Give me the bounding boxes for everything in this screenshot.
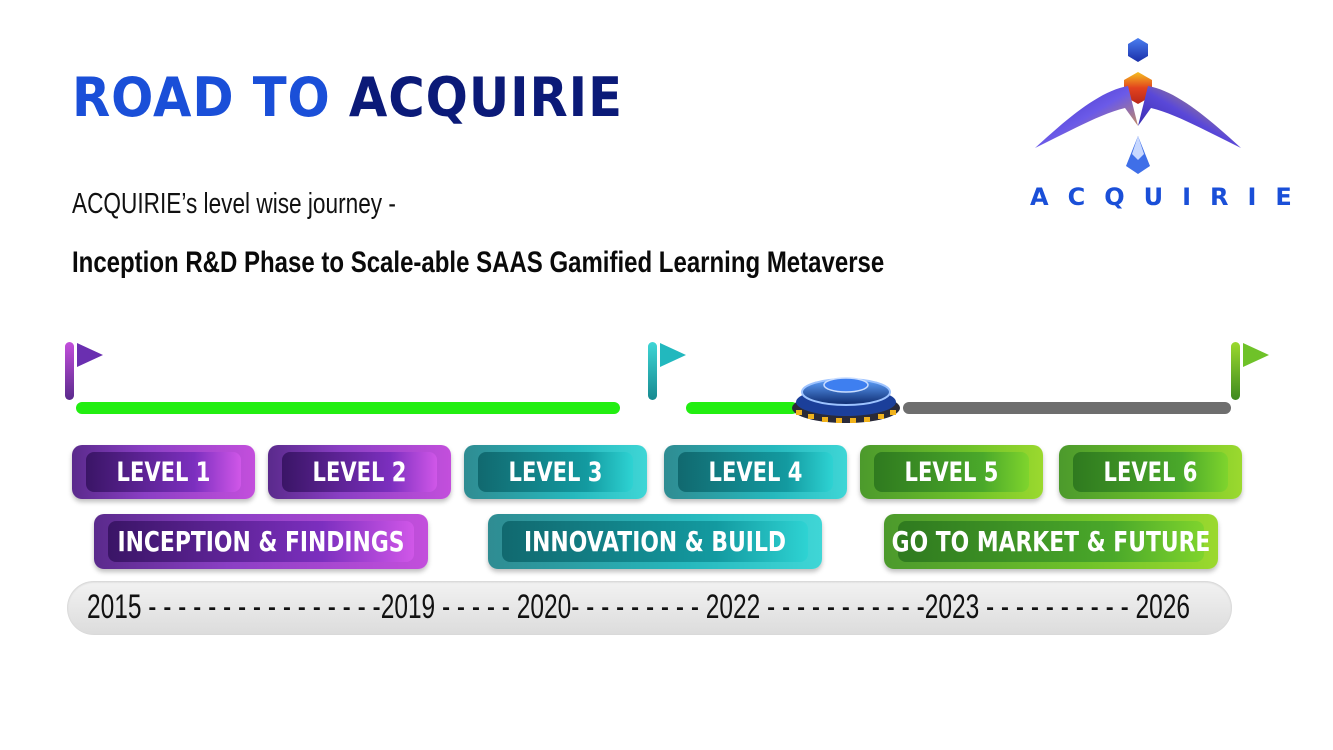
level-4-label: LEVEL 4 xyxy=(708,456,803,488)
level-6-label: LEVEL 6 xyxy=(1103,456,1198,488)
phase-innovation-label: INNOVATION & BUILD xyxy=(524,525,786,558)
level-3-label: LEVEL 3 xyxy=(508,456,603,488)
bird-emblem-icon xyxy=(1035,38,1241,174)
year-strip-text: 2015 - - - - - - - - - - - - - - - -2019… xyxy=(87,588,1190,626)
completed-progress-bar-2 xyxy=(686,402,798,414)
level-3-pill: LEVEL 3 xyxy=(464,445,647,499)
title-part-1: ROAD TO xyxy=(72,66,331,129)
year-strip: 2015 - - - - - - - - - - - - - - - -2019… xyxy=(67,581,1232,635)
phase-inception-pill: INCEPTION & FINDINGS xyxy=(94,514,428,569)
level-6-pill: LEVEL 6 xyxy=(1059,445,1242,499)
subtitle: ACQUIRIE’s level wise journey - xyxy=(72,188,396,220)
teal-flag-icon xyxy=(660,343,686,367)
phase-inception-label: INCEPTION & FINDINGS xyxy=(117,525,405,558)
level-4-pill: LEVEL 4 xyxy=(664,445,847,499)
level-1-label: LEVEL 1 xyxy=(116,456,211,488)
title-part-2: ACQUIRIE xyxy=(348,66,623,129)
platform-marker-icon xyxy=(792,377,900,423)
level-2-label: LEVEL 2 xyxy=(312,456,407,488)
completed-progress-bar-1 xyxy=(76,402,620,414)
pending-progress-bar xyxy=(903,402,1231,414)
page-title: ROAD TO ACQUIRIE xyxy=(72,66,623,129)
green-flag-icon xyxy=(1243,343,1269,367)
logo-wordmark: ACQUIRIE xyxy=(1030,183,1311,211)
level-5-label: LEVEL 5 xyxy=(904,456,999,488)
phase-market-label: GO TO MARKET & FUTURE xyxy=(891,525,1211,558)
level-5-pill: LEVEL 5 xyxy=(860,445,1043,499)
purple-flag-icon xyxy=(77,343,103,367)
purple-flag-pole xyxy=(65,342,74,400)
teal-flag-pole xyxy=(648,342,657,400)
phase-market-pill: GO TO MARKET & FUTURE xyxy=(884,514,1218,569)
level-1-pill: LEVEL 1 xyxy=(72,445,255,499)
phase-innovation-pill: INNOVATION & BUILD xyxy=(488,514,822,569)
tagline: Inception R&D Phase to Scale-able SAAS G… xyxy=(72,246,885,279)
green-flag-pole xyxy=(1231,342,1240,400)
level-2-pill: LEVEL 2 xyxy=(268,445,451,499)
